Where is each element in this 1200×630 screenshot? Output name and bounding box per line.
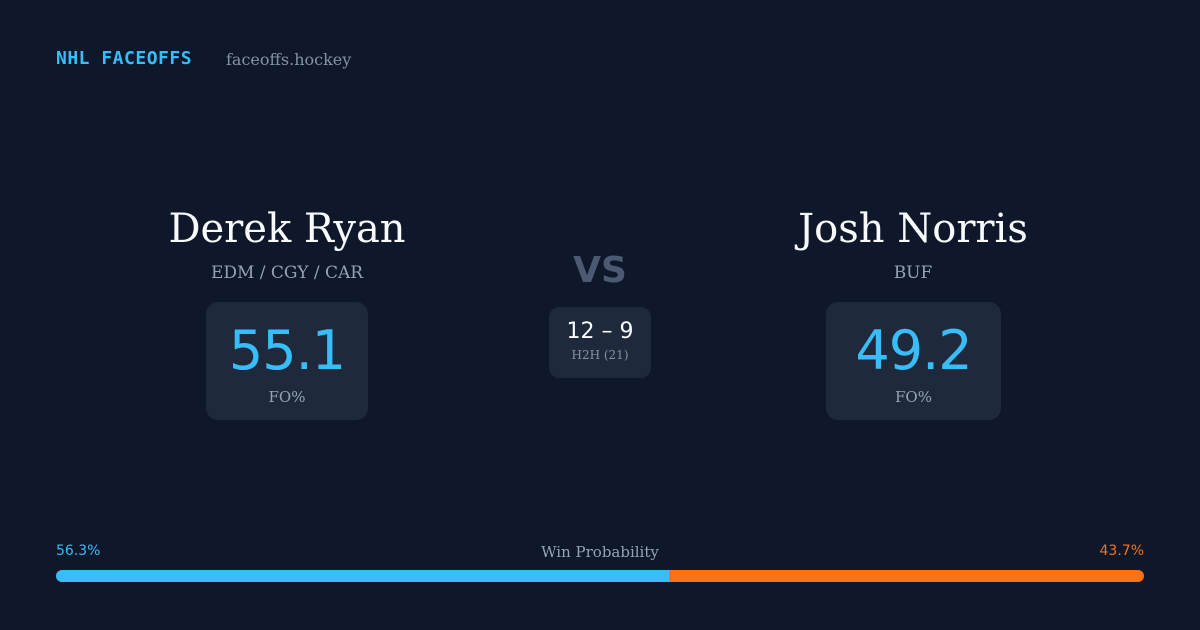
player-name: Derek Ryan [168, 206, 406, 252]
fo-pct: 55.1 [228, 319, 346, 382]
win-prob-label: 43.7% [1099, 543, 1144, 559]
site: faceoffs.hockey [226, 50, 352, 69]
win-prob-label: 56.3% [56, 543, 101, 559]
h2h-label: H2H (21) [571, 348, 629, 362]
win-prob-bar [668, 570, 1144, 582]
player-teams: EDM / CGY / CAR [210, 263, 364, 283]
fo-pct: 49.2 [855, 319, 972, 382]
player-name: Josh Norris [798, 206, 1028, 252]
h2h-box: 12 – 9 H2H (21) [549, 307, 651, 378]
brand: NHL FACEOFFS [56, 48, 193, 69]
vs: VS [573, 250, 627, 291]
stat-box: 55.1 FO% [206, 302, 368, 420]
fo-label: FO% [895, 388, 932, 406]
fo-label: FO% [268, 388, 306, 406]
stat-box: 49.2 FO% [826, 302, 1001, 420]
win-prob-title: Win Probability [541, 543, 659, 561]
win-prob-bar [56, 570, 669, 582]
h2h-record: 12 – 9 [566, 319, 634, 344]
player-teams: BUF [893, 263, 933, 283]
